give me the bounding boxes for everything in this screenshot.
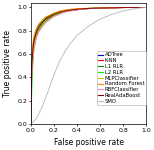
X-axis label: False positive rate: False positive rate <box>53 138 124 147</box>
Y-axis label: True positive rate: True positive rate <box>3 30 12 97</box>
Legend: ADTree, K-NN, L1 RLR, L2 RLR, MLPClassifier, Random Forest, RBFClassifier, RealA: ADTree, K-NN, L1 RLR, L2 RLR, MLPClassif… <box>97 51 146 105</box>
